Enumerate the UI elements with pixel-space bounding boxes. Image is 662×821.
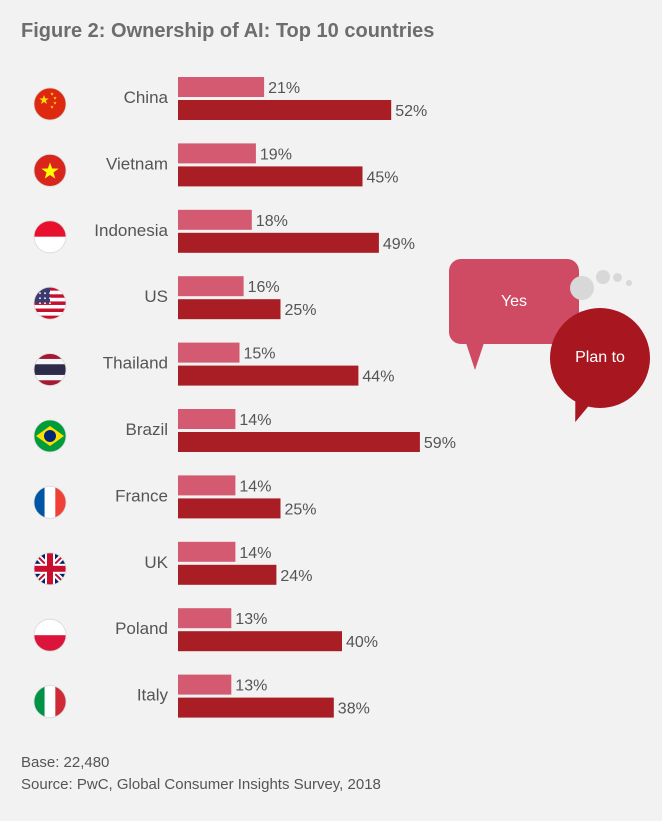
category-label: Poland: [115, 619, 168, 638]
legend-yes-tail: [465, 340, 485, 370]
data-label: 25%: [285, 302, 317, 319]
bar-yes: [178, 475, 236, 496]
uk-flag-icon: [33, 552, 67, 586]
france-flag-icon: [33, 485, 67, 519]
data-label: 44%: [362, 369, 394, 386]
chart-row: Brazil 14% 59%: [33, 409, 456, 453]
chart-row: France 14% 25%: [33, 475, 317, 519]
legend-plan-label: Plan to: [575, 349, 625, 366]
footer-source: Source: PwC, Global Consumer Insights Su…: [21, 776, 381, 793]
data-label: 25%: [285, 501, 317, 518]
chart-row: Poland 13% 40%: [33, 608, 378, 652]
chart-row: China 21% 52%: [33, 77, 427, 121]
bar-plan-to: [178, 498, 281, 519]
chart-row: Indonesia 18% 49%: [33, 209, 415, 254]
china-flag-icon: [33, 87, 67, 121]
bar-plan-to: [178, 697, 334, 718]
data-label: 18%: [256, 213, 288, 230]
poland-flag-icon: [33, 618, 67, 652]
data-label: 21%: [268, 80, 300, 97]
footer-base: Base: 22,480: [21, 754, 110, 771]
bar-yes: [178, 409, 236, 429]
category-label: China: [124, 88, 169, 107]
bar-yes: [178, 342, 240, 363]
data-label: 15%: [244, 346, 276, 363]
us-flag-icon: [33, 286, 67, 320]
bar-plan-to: [178, 232, 379, 253]
bar-plan-to: [178, 100, 392, 120]
italy-flag-icon: [33, 685, 67, 718]
data-label: 16%: [248, 279, 280, 296]
thailand-flag-icon: [33, 353, 67, 387]
footer: Base: 22,480 Source: PwC, Global Consume…: [21, 752, 381, 796]
indonesia-flag-icon: [33, 220, 67, 254]
data-label: 13%: [235, 678, 267, 695]
category-label: Vietnam: [106, 154, 168, 173]
bar-yes: [178, 276, 244, 297]
legend-yes-label: Yes: [500, 292, 528, 310]
bar-yes: [178, 143, 256, 164]
legend-plan-to: Plan to: [550, 308, 650, 408]
category-label: US: [144, 287, 168, 306]
bar-chart: China 21% 52% Vietnam 19% 45% Indonesia 18% 49% U…: [33, 77, 456, 718]
bar-yes: [178, 674, 232, 695]
category-label: France: [115, 486, 168, 505]
chart-title: Figure 2: Ownership of AI: Top 10 countr…: [21, 20, 435, 42]
data-label: 14%: [239, 478, 271, 495]
data-label: 19%: [260, 146, 292, 163]
decor-dot: [613, 273, 622, 282]
category-label: Brazil: [125, 420, 168, 439]
bar-plan-to: [178, 564, 277, 585]
brazil-flag-icon: [33, 419, 67, 453]
decor-dot: [596, 270, 610, 284]
category-label: UK: [144, 553, 168, 572]
data-label: 13%: [235, 611, 267, 628]
bar-yes: [178, 608, 232, 629]
data-label: 49%: [383, 236, 415, 253]
bar-plan-to: [178, 166, 363, 187]
category-label: Indonesia: [94, 221, 168, 240]
category-label: Thailand: [103, 354, 168, 373]
data-label: 24%: [280, 568, 312, 585]
decor-dot: [570, 276, 594, 300]
decor-dot: [626, 280, 632, 286]
bar-plan-to: [178, 432, 420, 452]
data-label: 45%: [367, 169, 399, 186]
data-label: 14%: [239, 412, 271, 429]
data-label: 40%: [346, 634, 378, 651]
bar-plan-to: [178, 299, 281, 320]
chart-row: US 16% 25%: [33, 276, 317, 320]
bar-plan-to: [178, 631, 342, 652]
bar-yes: [178, 541, 236, 562]
chart-row: Italy 13% 38%: [33, 674, 370, 718]
chart-row: Vietnam 19% 45%: [33, 143, 399, 187]
chart-row: Thailand 15% 44%: [33, 342, 394, 387]
data-label: 52%: [395, 103, 427, 120]
bar-plan-to: [178, 365, 359, 386]
chart-row: UK 14% 24%: [33, 541, 312, 586]
data-label: 59%: [424, 435, 456, 452]
data-label: 14%: [239, 545, 271, 562]
bar-yes: [178, 77, 265, 97]
vietnam-flag-icon: [33, 153, 67, 187]
bar-yes: [178, 209, 252, 230]
data-label: 38%: [338, 701, 370, 718]
category-label: Italy: [137, 686, 169, 705]
